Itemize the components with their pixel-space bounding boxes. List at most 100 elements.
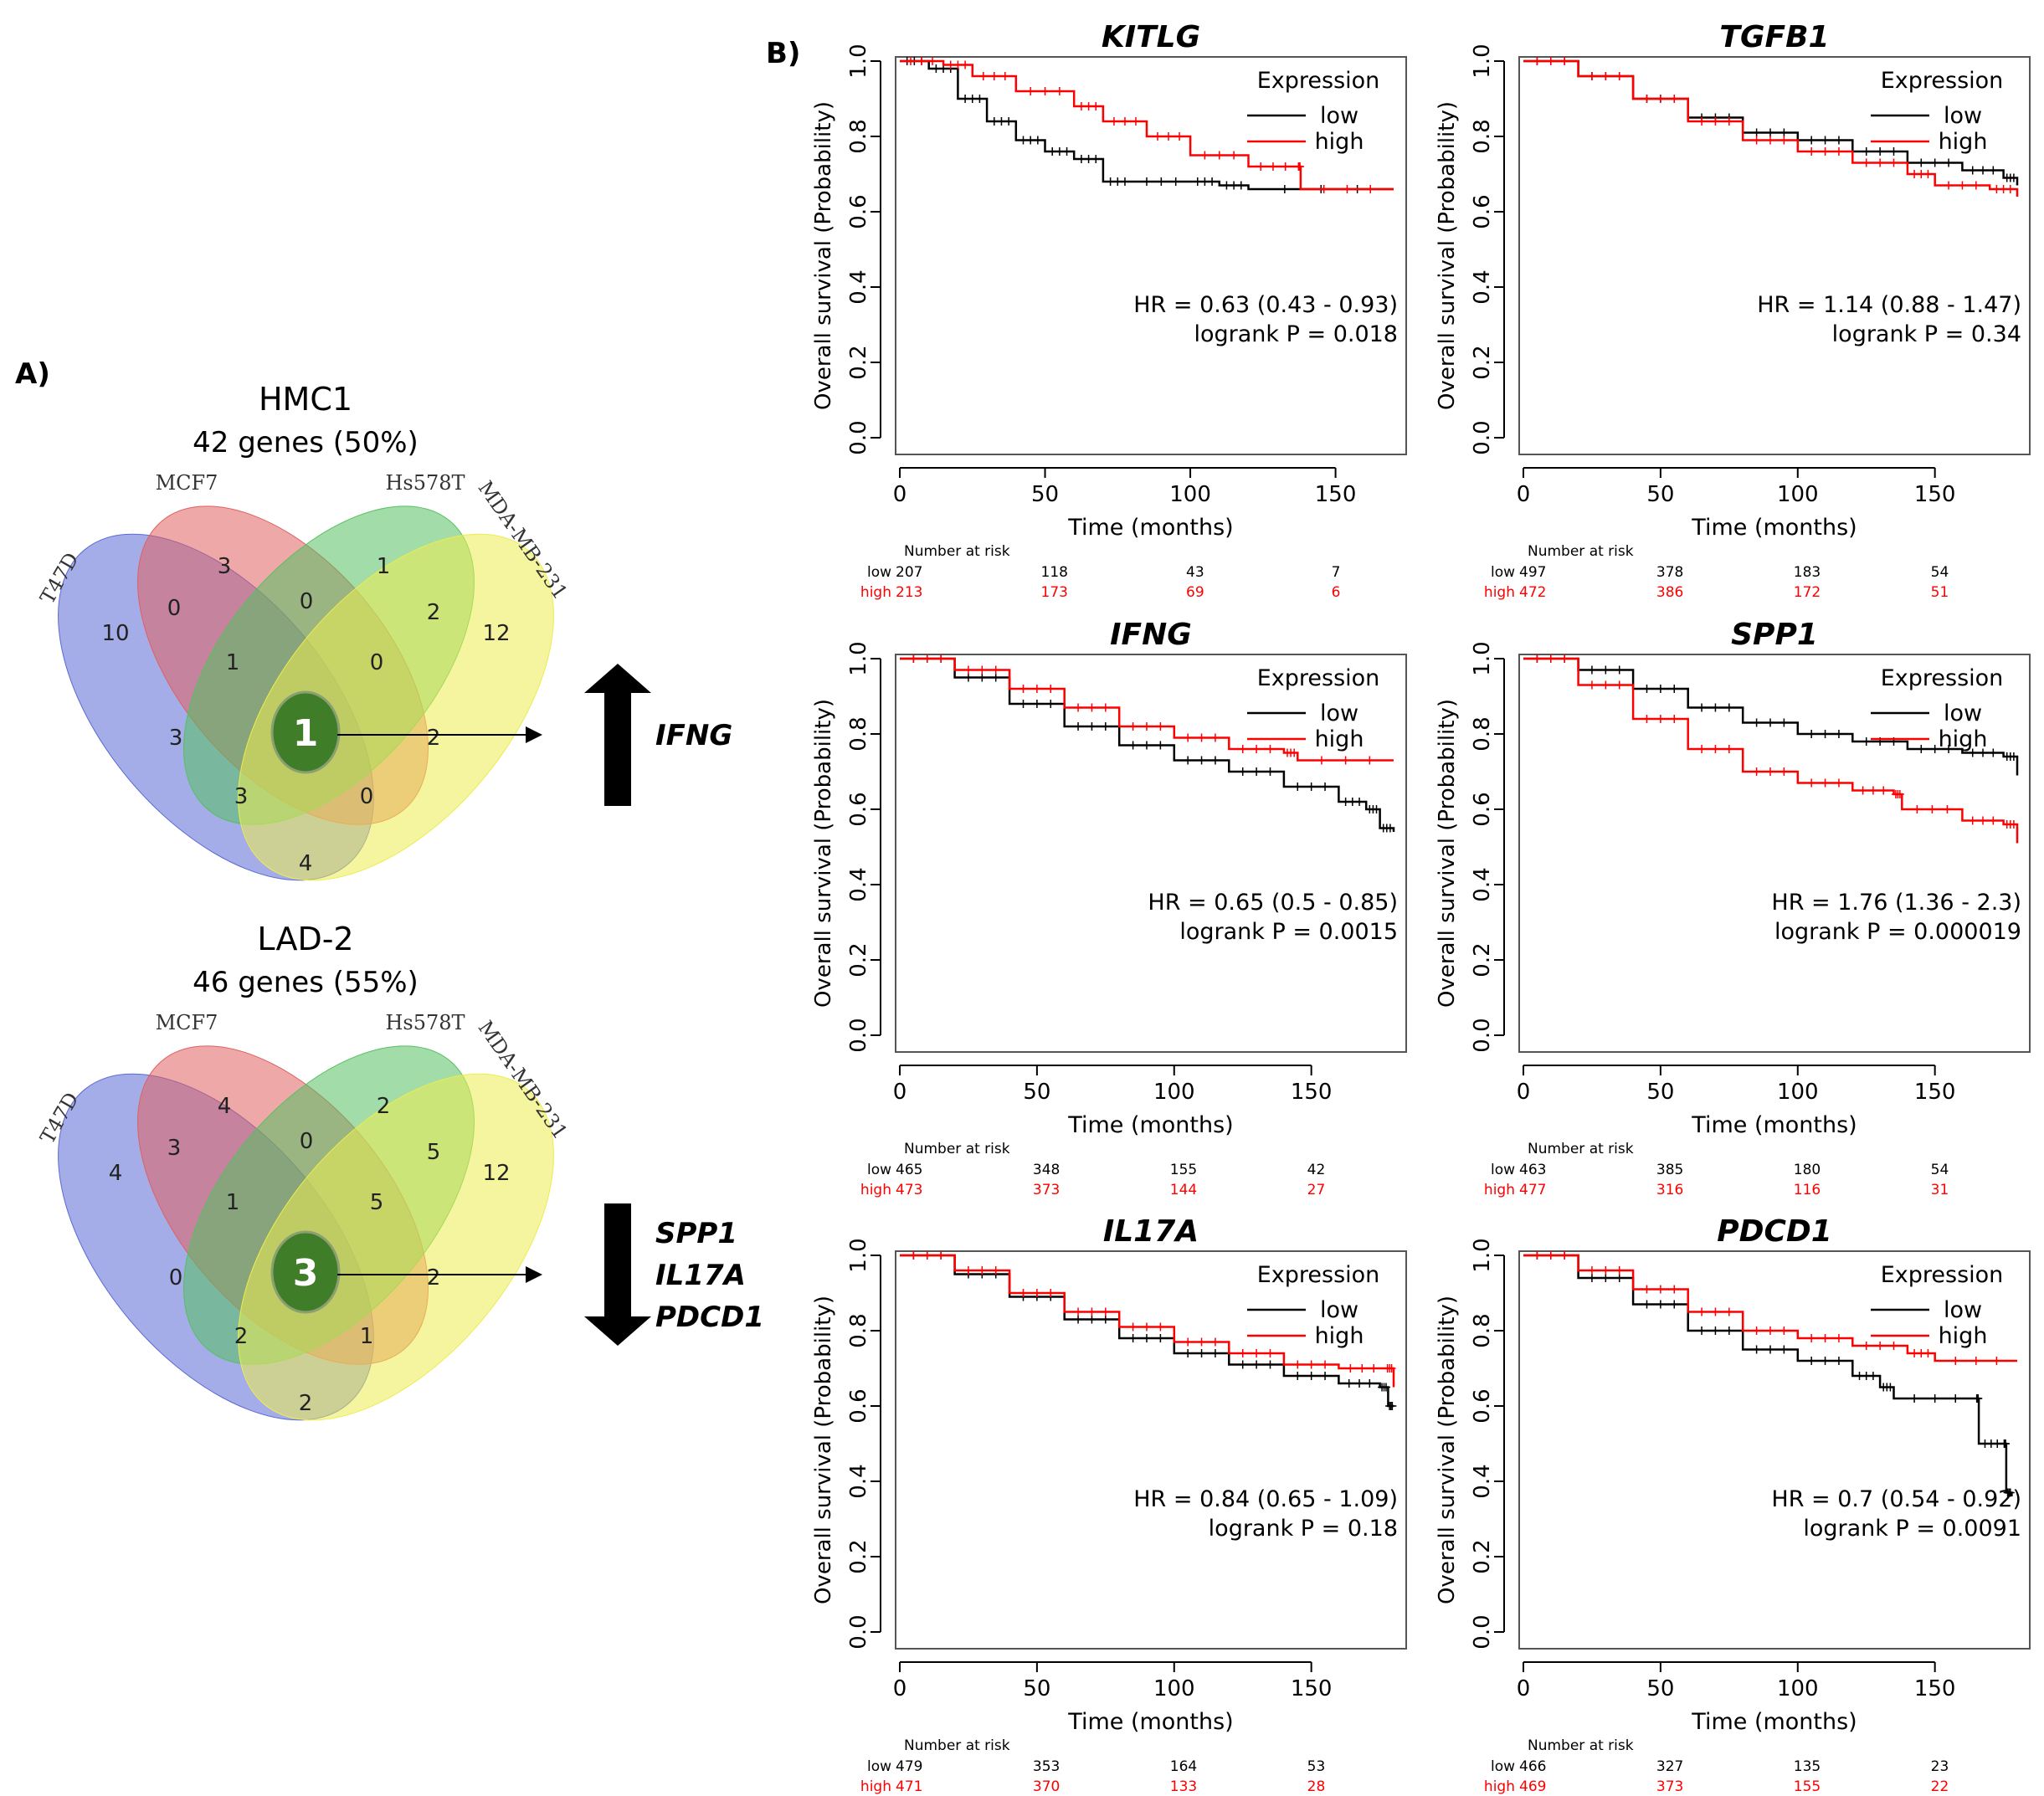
censor-mark	[997, 117, 1006, 126]
censor-mark	[1979, 166, 1988, 175]
risk-count-low: 135	[1794, 1758, 1821, 1775]
censor-mark	[1252, 1360, 1261, 1369]
censor-mark	[1642, 1285, 1651, 1294]
censor-mark	[1752, 136, 1761, 145]
gene-label: IL17A	[655, 1259, 746, 1292]
censor-mark	[1615, 665, 1624, 675]
censor-mark	[1238, 1360, 1247, 1369]
censor-mark	[1157, 177, 1166, 186]
censor-mark	[1876, 1342, 1885, 1350]
censor-mark	[2009, 173, 2018, 182]
risk-count-high: 471	[896, 1778, 922, 1795]
censor-mark	[1143, 177, 1151, 186]
venn-region-count: 1	[226, 650, 240, 675]
x-tick-label: 150	[1914, 1676, 1956, 1701]
censor-mark	[1834, 136, 1843, 145]
censor-mark	[1780, 128, 1789, 137]
km-plot: IL17A 0.0 0.2 0.4 0.6 0.8 1.0 Overall survival …	[811, 1214, 1407, 1795]
censor-mark	[963, 1266, 973, 1275]
censor-mark	[1184, 1337, 1193, 1347]
censor-mark	[1200, 177, 1209, 186]
censor-mark	[1889, 158, 1898, 167]
venn-region-count: 1	[226, 1190, 240, 1215]
censor-mark	[1055, 87, 1064, 95]
censor-mark	[1752, 718, 1761, 727]
plot-frame	[1518, 56, 2031, 455]
censor-mark	[1601, 72, 1610, 80]
censor-mark	[1992, 1357, 2001, 1365]
legend-label-high: high	[1939, 129, 1988, 155]
venn-region-count: 4	[109, 1161, 123, 1186]
y-tick-label: 0.2	[846, 942, 871, 977]
censor-mark	[1346, 1364, 1355, 1373]
venn-region-count: 1	[377, 554, 391, 579]
censor-mark	[1642, 715, 1651, 723]
censor-mark	[1296, 162, 1305, 171]
venn-region-count: 4	[218, 1094, 232, 1119]
censor-mark	[1910, 1394, 1919, 1403]
censor-mark	[1321, 783, 1330, 791]
risk-count-high: 316	[1656, 1182, 1683, 1198]
risk-table-title: Number at risk	[904, 543, 1010, 560]
censor-mark	[1889, 147, 1898, 156]
risk-count-high: 116	[1794, 1182, 1821, 1198]
risk-count-high: 373	[1033, 1182, 1060, 1198]
pointer-arrowhead	[526, 1266, 542, 1283]
censor-mark	[1222, 181, 1231, 190]
risk-row-label-high: high	[860, 1778, 891, 1795]
y-axis-label: Overall survival (Probability)	[1435, 101, 1460, 410]
censor-mark	[1238, 745, 1247, 753]
x-tick-label: 150	[1291, 1080, 1333, 1105]
censor-mark	[1834, 778, 1843, 788]
risk-count-low: 497	[1519, 564, 1546, 581]
venn-region-count: 3	[167, 1136, 182, 1161]
censor-mark	[1153, 132, 1163, 141]
venn-region-count: 2	[427, 1265, 441, 1291]
gene-label: IFNG	[655, 719, 732, 752]
censor-mark	[1062, 147, 1071, 156]
risk-row-label-low: low	[867, 1758, 891, 1775]
censor-mark	[1032, 685, 1041, 693]
gene-label: PDCD1	[655, 1301, 764, 1334]
censor-mark	[1974, 1394, 1983, 1403]
censor-mark	[1917, 158, 1926, 167]
censor-mark	[1615, 1266, 1624, 1275]
censor-mark	[1184, 733, 1193, 742]
censor-mark	[1886, 1383, 1895, 1392]
down-arrow-icon	[584, 1203, 651, 1346]
censor-mark	[1670, 715, 1679, 723]
risk-table-title: Number at risk	[904, 1737, 1010, 1754]
logrank-p-text: logrank P = 0.18	[1209, 1516, 1398, 1542]
risk-count-low: 180	[1794, 1162, 1821, 1178]
legend-title: Expression	[1881, 665, 2004, 691]
censor-mark	[1697, 745, 1707, 753]
censor-mark	[1615, 680, 1624, 690]
x-tick-label: 100	[1153, 1676, 1195, 1701]
risk-count-high: 28	[1307, 1778, 1326, 1795]
hazard-ratio-text: HR = 0.63 (0.43 - 0.93)	[1133, 292, 1398, 318]
censor-mark	[1210, 1349, 1220, 1357]
censor-mark	[1101, 722, 1110, 731]
censor-mark	[1290, 748, 1299, 757]
y-axis-label: Overall survival (Probability)	[811, 1296, 836, 1604]
censor-mark	[1321, 1372, 1330, 1380]
censor-mark	[1876, 147, 1885, 156]
censor-mark	[2005, 185, 2015, 193]
km-plot: KITLG 0.0 0.2 0.4 0.6 0.8 1.0 Overall survival …	[811, 20, 1407, 601]
censor-mark	[2005, 1488, 2015, 1497]
censor-mark	[1546, 654, 1555, 663]
x-tick-label: 50	[1023, 1676, 1050, 1701]
censor-mark	[1128, 1322, 1138, 1332]
censor-mark	[991, 673, 1000, 682]
hazard-ratio-text: HR = 0.84 (0.65 - 1.09)	[1133, 1486, 1398, 1512]
risk-count-high: 469	[1519, 1778, 1546, 1795]
y-tick-label: 0.8	[1470, 1313, 1495, 1347]
censor-mark	[1951, 1394, 1960, 1403]
hazard-ratio-text: HR = 1.76 (1.36 - 2.3)	[1771, 890, 2021, 916]
risk-row-label-low: low	[1491, 1758, 1515, 1775]
censor-mark	[1724, 117, 1733, 126]
censor-mark	[1344, 1379, 1353, 1388]
censor-mark	[1319, 185, 1328, 193]
legend-label-low: low	[1320, 700, 1358, 726]
venn-core-count: 1	[293, 712, 319, 755]
